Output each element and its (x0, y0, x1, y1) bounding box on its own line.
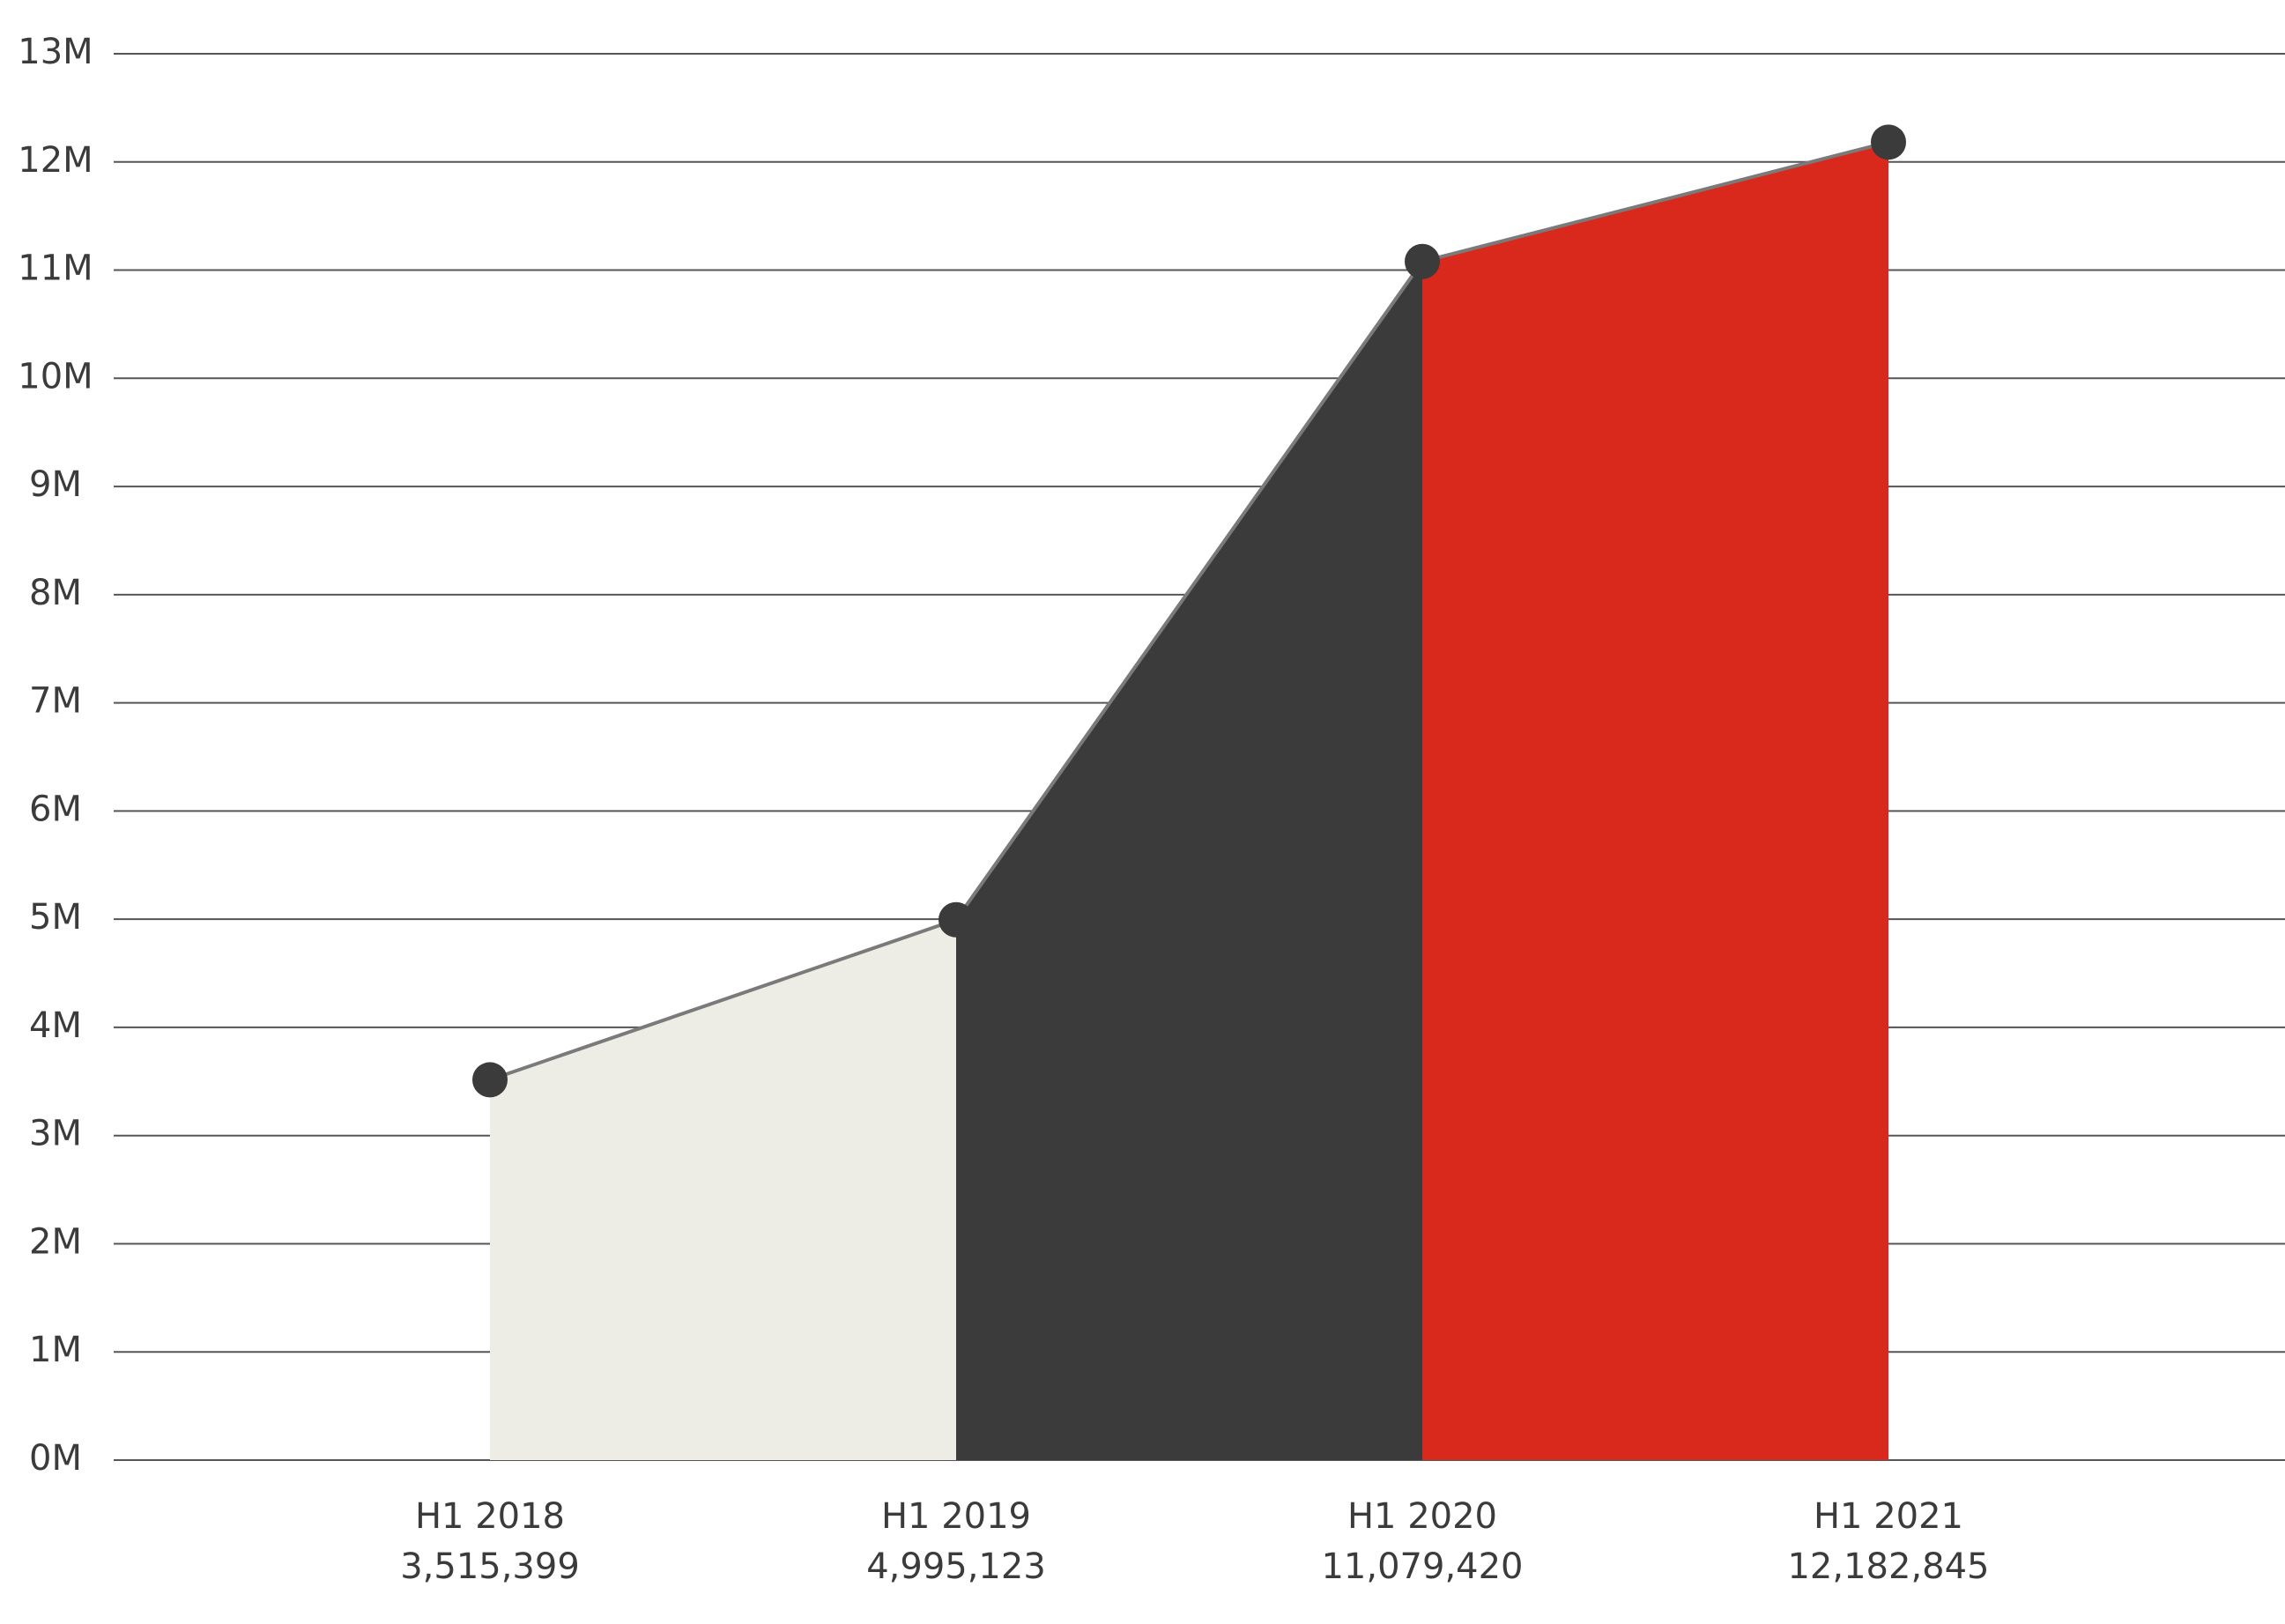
value-label: 3,515,399 (400, 1546, 580, 1587)
y-tick-label: 1M (29, 1330, 82, 1370)
y-tick-label: 11M (18, 248, 93, 289)
line (489, 140, 1889, 1082)
y-tick-label: 4M (29, 1005, 82, 1046)
y-tick-label: 7M (29, 681, 82, 722)
y-tick-label: 3M (29, 1114, 82, 1154)
y-tick-label: 0M (29, 1438, 82, 1479)
y-tick-label: 5M (29, 897, 82, 938)
y-tick-label: 8M (29, 573, 82, 613)
marker (1871, 124, 1906, 160)
x-tick-label: H1 2018 (415, 1496, 565, 1537)
x-tick-label: H1 2019 (881, 1496, 1031, 1537)
marker (1405, 243, 1440, 279)
y-tick-label: 6M (29, 789, 82, 829)
y-tick-label: 13M (18, 32, 93, 72)
y-tick-label: 2M (29, 1221, 82, 1262)
area-segment (1422, 142, 1888, 1460)
y-tick-label: 12M (18, 140, 93, 181)
value-label: 12,182,845 (1787, 1546, 1989, 1587)
x-tick-label: H1 2021 (1814, 1496, 1963, 1537)
y-tick-label: 10M (18, 356, 93, 397)
x-tick-label: H1 2020 (1347, 1496, 1497, 1537)
value-label: 4,995,123 (866, 1546, 1046, 1587)
marker (472, 1062, 508, 1098)
marker (938, 901, 974, 938)
area-segment (490, 919, 956, 1460)
value-label: 11,079,420 (1321, 1546, 1523, 1587)
y-tick-label: 9M (29, 464, 82, 505)
area-segment (956, 261, 1422, 1461)
